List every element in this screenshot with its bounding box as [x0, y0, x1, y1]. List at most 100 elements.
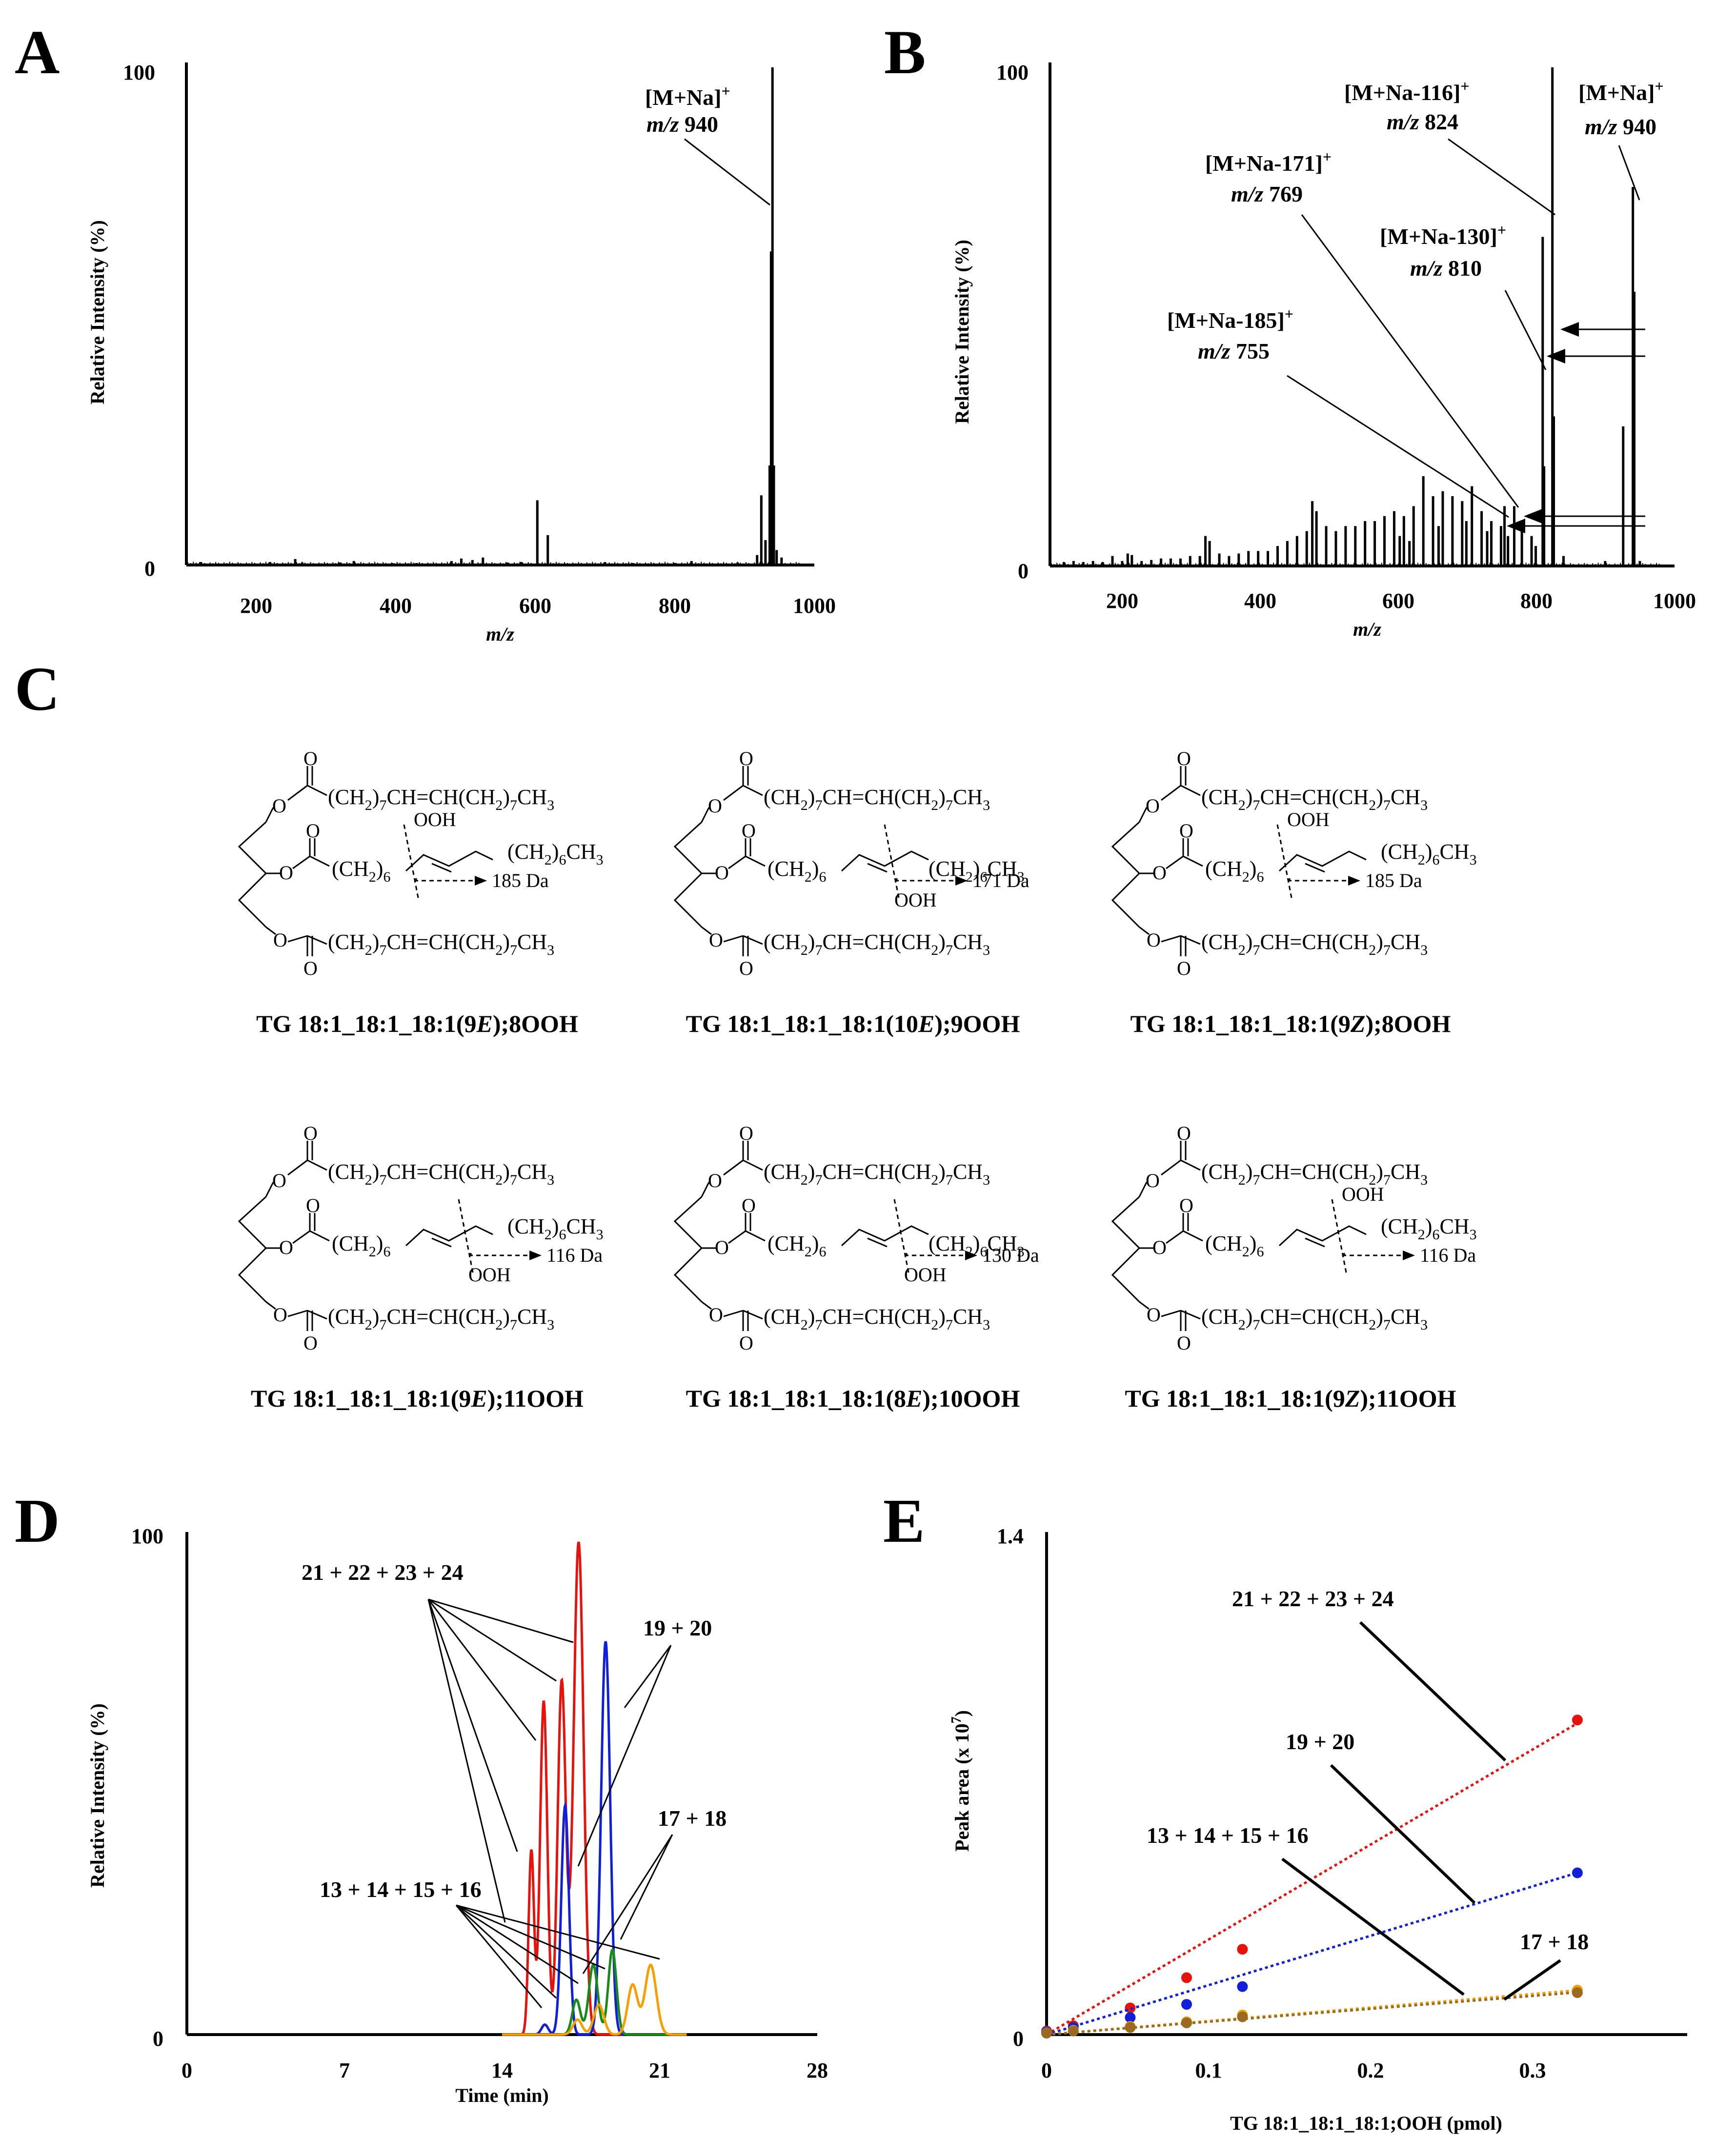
ester-o: O	[279, 862, 293, 884]
carbonyl-o: O	[1179, 1194, 1193, 1216]
point-series-2	[1237, 1981, 1248, 1992]
panel-e-label-19-20: 19 + 20	[1286, 1729, 1354, 1754]
panel-b-ytick-100: 100	[996, 61, 1029, 84]
panel-b-xtick-200: 200	[1106, 589, 1138, 613]
panel-e-label-13-16: 13 + 14 + 15 + 16	[1147, 1823, 1309, 1848]
panel-a-xtick-400: 400	[380, 594, 412, 618]
panel-b-annotation-824: [M+Na-116]+ m/z 824	[1344, 77, 1555, 216]
ooh-group: OOH	[414, 808, 456, 830]
panel-a-xtick-1000: 1000	[793, 594, 836, 618]
structure-caption: TG 18:1_18:1_18:1(9Z);11OOH	[1125, 1385, 1456, 1412]
point-series-1	[1237, 1944, 1248, 1955]
mid-chain-ch2: (CH2)6	[332, 857, 390, 885]
bottom-chain: (CH2)7CH=CH(CH2)7CH3	[764, 1305, 990, 1333]
carbonyl-o: O	[1177, 1122, 1191, 1144]
panel-c-structures: OOOOOO(CH2)7CH=CH(CH2)7CH3(CH2)7CH=CH(CH…	[238, 747, 1477, 1412]
panel-d-xlabel: Time (min)	[455, 2084, 548, 2106]
bottom-chain: (CH2)7CH=CH(CH2)7CH3	[1201, 1305, 1428, 1333]
carbonyl-o: O	[306, 1194, 320, 1216]
point-series-4	[1181, 2017, 1192, 2028]
ester-o: O	[715, 1236, 729, 1258]
panel-d-traces	[502, 1541, 687, 2036]
fragment-arrow	[906, 1253, 968, 1256]
ester-o: O	[709, 929, 723, 951]
fragment-arrowhead	[1348, 876, 1360, 886]
point-series-2	[1181, 1999, 1192, 2010]
fragment-label: 171 Da	[972, 869, 1029, 891]
panel-e-xlabel: TG 18:1_18:1_18:1;OOH (pmol)	[1230, 2112, 1502, 2134]
fragment-arrowhead	[529, 1251, 542, 1260]
cleavage-line	[1276, 824, 1293, 901]
panel-d-xtick-21: 21	[649, 2058, 670, 2082]
point-series-4	[1572, 1987, 1583, 1998]
mid-chain-ch2: (CH2)6	[767, 857, 826, 885]
ester-o: O	[1152, 1236, 1167, 1258]
svg-text:[M+Na-185]+: [M+Na-185]+	[1167, 305, 1293, 333]
panel-e-ylabel-end: )	[951, 1710, 973, 1716]
panel-a-xtick-800: 800	[659, 594, 691, 618]
panel-a-xtick-600: 600	[519, 594, 551, 618]
panel-a-ytick-0: 0	[144, 557, 155, 581]
panel-e-ytick-1.4: 1.4	[997, 1524, 1024, 1548]
panel-b-xtick-1000: 1000	[1653, 589, 1696, 613]
fit-line-series-2	[1046, 1871, 1578, 2036]
structure-1: OOOOOO(CH2)7CH=CH(CH2)7CH3(CH2)7CH=CH(CH…	[238, 747, 604, 1037]
noise-baseline	[1050, 563, 1660, 566]
mid-chain-ch2: (CH2)6	[767, 1231, 826, 1260]
panel-e-axes	[1045, 1532, 1687, 2036]
panel-a-letter: A	[15, 18, 60, 87]
panel-e-letter: E	[883, 1486, 925, 1555]
ester-o: O	[1147, 1304, 1161, 1326]
carbonyl-o: O	[303, 957, 318, 979]
ester-o: O	[273, 929, 287, 951]
panel-e-xtick-0.3: 0.3	[1519, 2058, 1546, 2082]
ester-o: O	[272, 795, 286, 817]
carbonyl-o: O	[1177, 747, 1191, 769]
panel-b-ytick-0: 0	[1018, 559, 1029, 583]
bottom-chain: (CH2)7CH=CH(CH2)7CH3	[764, 930, 990, 958]
mid-chain-end: (CH2)6CH3	[929, 857, 1025, 885]
panel-a-annotation-m-na: [M+Na]+ m/z 940	[645, 82, 770, 206]
panel-e-marks	[1041, 1715, 1583, 2039]
panel-e-leaders	[1281, 1621, 1561, 2001]
fragment-label: 130 Da	[982, 1244, 1039, 1266]
panel-a-spectrum	[187, 67, 800, 565]
double-bond-second-line	[1305, 1237, 1325, 1248]
panel-b-spectrum	[1050, 67, 1660, 566]
panel-d-xtick-7: 7	[339, 2058, 350, 2082]
panel-b-letter: B	[884, 18, 926, 87]
panel-c: C	[15, 654, 1477, 1412]
ester-o: O	[708, 795, 722, 817]
carbonyl-o: O	[303, 1332, 318, 1354]
svg-text:m/z 940: m/z 940	[646, 112, 718, 137]
double-bond-second-line	[867, 863, 888, 873]
mid-chain-end: (CH2)6CH3	[1381, 840, 1477, 868]
fragment-arrow	[470, 1253, 532, 1256]
svg-text:m/z 810: m/z 810	[1410, 256, 1482, 281]
double-bond-second-line	[867, 1237, 888, 1248]
fragment-arrow	[1289, 878, 1351, 882]
ann-a-sup: +	[722, 82, 730, 100]
ooh-group: OOH	[1342, 1183, 1384, 1205]
panel-d-label-13-16: 13 + 14 + 15 + 16	[320, 1877, 482, 1902]
cleavage-line	[893, 1199, 910, 1275]
mid-chain-ch2: (CH2)6	[332, 1231, 390, 1260]
double-bond-second-line	[431, 1237, 452, 1248]
panel-b: B 100 0 200 400 600 800 1000 m/z Relativ…	[884, 18, 1696, 640]
panel-d-letter: D	[15, 1486, 60, 1555]
panel-b-xtick-600: 600	[1382, 589, 1414, 613]
panel-b-loss-arrows	[1507, 322, 1645, 533]
panel-d-label-17-18: 17 + 18	[658, 1806, 727, 1831]
point-series-1	[1125, 2002, 1136, 2014]
structure-caption: TG 18:1_18:1_18:1(9E);11OOH	[251, 1385, 584, 1412]
ooh-group: OOH	[1287, 808, 1330, 830]
point-series-2	[1125, 2012, 1136, 2023]
ooh-group: OOH	[894, 889, 937, 911]
double-bond-chain	[405, 850, 493, 872]
svg-text:[M+Na-130]+: [M+Na-130]+	[1380, 221, 1506, 249]
double-bond-chain	[405, 1225, 493, 1247]
panel-e-ylabel-sup: 7	[949, 1716, 964, 1723]
point-series-4	[1237, 2011, 1248, 2022]
panel-d-label-21-24: 21 + 22 + 23 + 24	[302, 1560, 464, 1585]
point-series-4	[1041, 2028, 1052, 2039]
